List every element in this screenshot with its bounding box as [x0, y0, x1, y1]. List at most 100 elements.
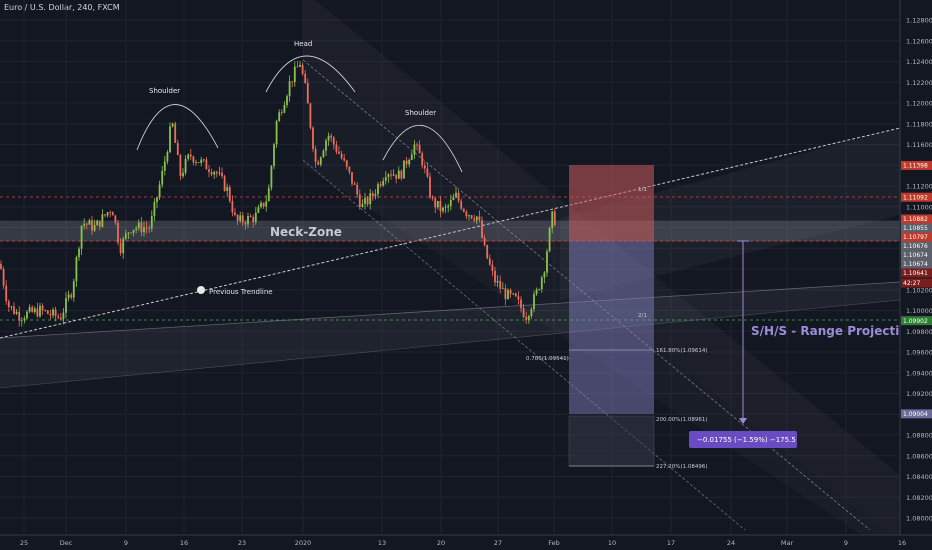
price-tag — [901, 223, 932, 233]
price-tag-label: 42:27 — [903, 280, 920, 287]
candle-body — [488, 258, 491, 265]
price-tick-label: 1.12800 — [906, 17, 932, 25]
stop-loss-box[interactable] — [569, 165, 654, 241]
candle-body — [85, 223, 88, 225]
trendline-anchor[interactable] — [197, 286, 205, 294]
price-tick-label: 1.08200 — [906, 494, 932, 502]
candle-body — [215, 171, 218, 174]
candle-body — [101, 214, 104, 227]
range-projection-arrowhead — [739, 418, 747, 424]
candle-body — [444, 207, 447, 209]
candle-body — [410, 154, 413, 160]
price-tick-label: 1.09600 — [906, 349, 932, 357]
candle-body — [218, 172, 221, 174]
candle-body — [351, 171, 353, 184]
price-tick-label: 1.12400 — [906, 58, 932, 66]
candle-body — [390, 174, 392, 176]
price-tick-label: 1.09400 — [906, 369, 932, 377]
candle-body — [358, 194, 361, 208]
left-shoulder-label: Shoulder — [149, 87, 180, 95]
time-tick-label: 23 — [238, 539, 246, 547]
candle-body — [163, 161, 166, 171]
candles-layer — [0, 60, 556, 327]
extension-box — [568, 415, 655, 467]
previous-trendline[interactable] — [0, 127, 901, 339]
candle-body — [52, 309, 54, 316]
candle-body — [166, 152, 169, 162]
time-tick-label: 20 — [437, 539, 445, 547]
candle-body — [306, 83, 309, 104]
candle-body — [148, 228, 151, 229]
candle-body — [387, 174, 390, 177]
candle-body — [262, 202, 265, 207]
price-tag-label: 1.10676 — [903, 243, 928, 250]
price-tag — [901, 214, 932, 224]
price-tick-label: 1.11800 — [906, 120, 932, 128]
candle-body — [338, 151, 340, 154]
candle-body — [106, 212, 109, 216]
price-tick-label: 1.08600 — [906, 452, 932, 460]
candle-body — [455, 192, 457, 198]
candle-body — [525, 316, 528, 320]
time-tick-label: 27 — [494, 539, 502, 547]
candle-body — [2, 269, 5, 286]
candle-body — [293, 66, 296, 83]
candle-body — [228, 187, 231, 201]
candle-body — [538, 289, 541, 291]
candle-body — [397, 170, 400, 179]
candle-body — [80, 225, 83, 249]
candle-body — [371, 193, 374, 196]
ratio-2-label: 2/1 — [638, 313, 647, 319]
candle-body — [330, 135, 333, 138]
price-tag-label: 1.11092 — [903, 194, 928, 201]
candle-body — [221, 172, 223, 177]
candle-body — [462, 208, 465, 212]
candle-body — [171, 123, 174, 127]
candle-body — [33, 308, 36, 312]
candle-body — [361, 203, 364, 208]
head-label: Head — [294, 40, 312, 48]
candle-body — [72, 281, 75, 298]
candle-body — [413, 144, 416, 155]
candle-body — [91, 220, 93, 231]
candle-body — [473, 218, 476, 221]
candle-body — [366, 197, 369, 205]
upper-channel-fill — [560, 128, 900, 300]
price-tag-label: 1.09004 — [903, 411, 928, 418]
candle-body — [161, 170, 164, 185]
candle-body — [374, 194, 377, 196]
target-box[interactable] — [569, 241, 654, 414]
candle-body — [332, 137, 335, 145]
candle-body — [114, 215, 117, 223]
candle-body — [283, 105, 286, 113]
candle-body — [158, 184, 161, 198]
measure-badge[interactable] — [689, 431, 797, 448]
time-tick-label: 24 — [727, 539, 735, 547]
time-tick-label: 9 — [124, 539, 128, 547]
candle-body — [304, 73, 307, 84]
candle-body — [174, 123, 177, 143]
candle-body — [213, 171, 216, 175]
time-axis[interactable] — [0, 535, 932, 550]
neck-zone[interactable] — [0, 220, 901, 242]
candle-body — [543, 272, 546, 278]
price-tick-label: 1.11000 — [906, 203, 932, 211]
price-tick-label: 1.10000 — [906, 307, 932, 315]
candle-body — [509, 289, 512, 294]
candle-body — [470, 215, 473, 219]
candle-body — [18, 311, 21, 321]
candle-body — [442, 207, 444, 212]
price-tag-label: 1.10797 — [903, 234, 928, 241]
candle-body — [416, 144, 418, 146]
price-tag — [901, 241, 932, 251]
candle-body — [83, 223, 86, 226]
candle-body — [343, 158, 346, 161]
fib-786-label: 0.786(1.09541) — [526, 356, 569, 362]
candle-body — [364, 197, 366, 204]
candle-body — [291, 81, 294, 83]
symbol-title: Euro / U.S. Dollar, 240, FXCM — [4, 3, 120, 12]
candle-body — [530, 309, 533, 317]
price-tick-label: 1.12000 — [906, 100, 932, 108]
candle-body — [436, 200, 439, 208]
